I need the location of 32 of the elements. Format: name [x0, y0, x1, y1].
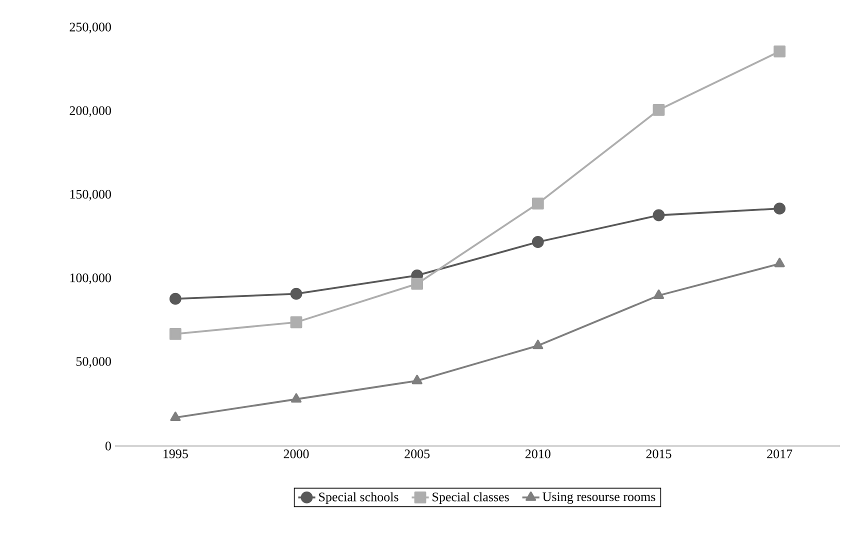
point — [290, 393, 302, 403]
point — [412, 374, 422, 384]
point — [290, 316, 302, 328]
y-tick-label: 250,000 — [70, 22, 111, 34]
point — [411, 278, 424, 290]
y-tick-label: 150,000 — [70, 190, 111, 201]
point — [170, 412, 181, 422]
point — [774, 202, 786, 215]
point — [532, 198, 544, 210]
point — [774, 258, 785, 268]
point — [652, 104, 665, 116]
point — [290, 288, 302, 300]
y-tick-label: 200,000 — [70, 106, 111, 117]
x-tick-label: 2017 — [767, 450, 792, 458]
point — [169, 328, 182, 340]
point — [653, 290, 664, 299]
point — [169, 292, 182, 305]
point — [774, 45, 786, 58]
legend-label: Using resourse rooms — [542, 492, 656, 504]
point — [532, 340, 544, 350]
x-tick-label: 2015 — [646, 450, 672, 458]
x-tick-label: 2005 — [404, 450, 430, 458]
y-tick-label: 50,000 — [76, 357, 111, 368]
x-tick-label: 2000 — [284, 450, 309, 458]
x-tick-label: 2010 — [525, 450, 550, 458]
y-tick-label: 0 — [105, 442, 111, 450]
x-tick-label: 1995 — [164, 450, 188, 458]
point — [532, 236, 544, 248]
point — [652, 209, 665, 222]
legend-label: Special schools — [319, 492, 398, 504]
legend-label: Special classes — [432, 492, 509, 504]
y-tick-label: 100,000 — [70, 273, 111, 284]
